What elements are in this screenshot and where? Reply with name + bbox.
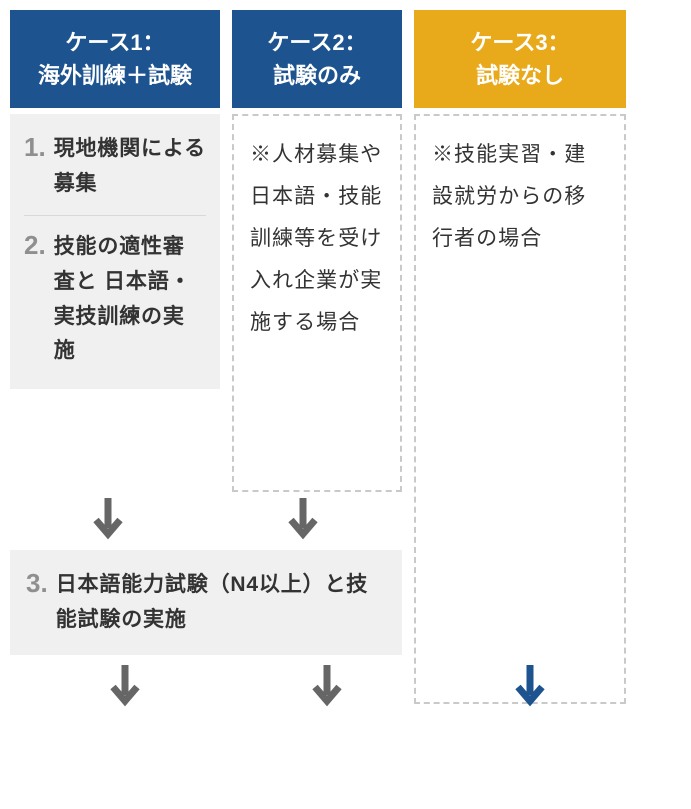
case3-header-line1: ケース3：: [470, 30, 569, 55]
step3-text: 日本語能力試験（N4以上）と技能試験の実施: [56, 568, 386, 637]
case3-header-line2: 試験なし: [476, 63, 564, 88]
step1-text: 現地機関による募集: [54, 132, 206, 201]
case3-note-card: ※技能実習・建設就労からの移行者の場合: [414, 114, 626, 704]
case2-header: ケース2： 試験のみ: [232, 10, 402, 108]
step2-text: 技能の適性審査と 日本語・実技訓練の実施: [54, 230, 206, 369]
case2-note: ※人材募集や日本語・技能訓練等を受け入れ企業が実施する場合: [250, 134, 384, 344]
case2-header-line2: 試験のみ: [273, 63, 361, 88]
bottom-arrow-row: [10, 661, 691, 711]
case1-header-line2: 海外訓練＋試験: [38, 63, 192, 88]
case3-column: ケース3： 試験なし ※技能実習・建設就労からの移行者の場合: [414, 10, 626, 704]
case1-header-line1: ケース1：: [65, 30, 164, 55]
step3-card: 3. 日本語能力試験（N4以上）と技能試験の実施: [10, 550, 402, 655]
case2-header-line1: ケース2：: [267, 30, 366, 55]
case2-note-card: ※人材募集や日本語・技能訓練等を受け入れ企業が実施する場合: [232, 114, 402, 492]
step1-number: 1.: [24, 132, 46, 201]
case3-header: ケース3： 試験なし: [414, 10, 626, 108]
step3-number: 3.: [26, 568, 48, 637]
step2: 2. 技能の適性審査と 日本語・実技訓練の実施: [24, 230, 206, 369]
down-arrow-icon: [105, 661, 145, 711]
case1-steps-card: 1. 現地機関による募集 2. 技能の適性審査と 日本語・実技訓練の実施: [10, 114, 220, 389]
down-arrow-icon: [88, 494, 128, 544]
down-arrow-icon: [283, 494, 323, 544]
step-divider: [24, 215, 206, 216]
step2-number: 2.: [24, 230, 46, 369]
case2-column: ケース2： 試験のみ ※人材募集や日本語・技能訓練等を受け入れ企業が実施する場合: [232, 10, 402, 492]
mid-arrow-row: [10, 494, 400, 544]
case3-note: ※技能実習・建設就労からの移行者の場合: [432, 134, 608, 260]
down-arrow-icon: [307, 661, 347, 711]
down-arrow-icon: [510, 661, 550, 711]
case1-header: ケース1： 海外訓練＋試験: [10, 10, 220, 108]
step1: 1. 現地機関による募集: [24, 132, 206, 201]
case1-column: ケース1： 海外訓練＋試験 1. 現地機関による募集 2. 技能の適性審査と 日…: [10, 10, 220, 389]
